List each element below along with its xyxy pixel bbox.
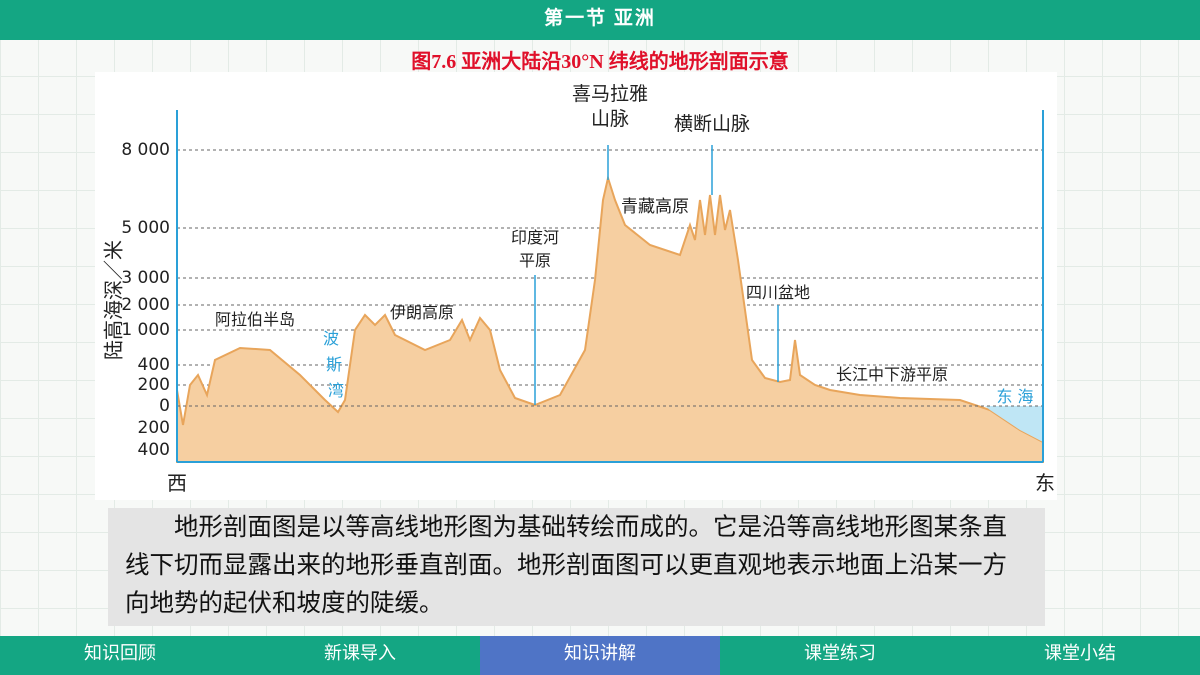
label: 斯 [326, 355, 342, 374]
y-tick-label: 0 [159, 396, 170, 416]
y-axis-label: 陆高海深／米 [102, 240, 126, 360]
y-tick-label: 3 000 [121, 268, 170, 288]
y-tick-label: 400 [138, 355, 170, 375]
leader-lines [534, 145, 779, 405]
label: 湾 [328, 381, 344, 400]
nav-tab[interactable]: 课堂小结 [960, 636, 1200, 675]
label: 山脉 [591, 108, 629, 130]
nav-tab[interactable]: 课堂练习 [720, 636, 960, 675]
y-tick-label: 5 000 [121, 218, 170, 238]
terrain [176, 174, 1044, 463]
figure-title: 图7.6 亚洲大陆沿30°N 纬线的地形剖面示意 [411, 51, 789, 73]
label: 阿拉伯半岛 [215, 310, 295, 329]
label: 印度河 [511, 228, 559, 247]
label: 长江中下游平原 [836, 365, 948, 384]
label: 伊朗高原 [390, 303, 454, 322]
y-tick-label: 200 [138, 418, 170, 438]
label: 东 海 [996, 387, 1033, 406]
nav-bar: 知识回顾 新课导入 知识讲解 课堂练习 课堂小结 [0, 636, 1200, 675]
header-title: 第一节 亚洲 [0, 0, 1200, 40]
west-label: 西 [167, 471, 187, 495]
label: 青藏高原 [621, 197, 689, 217]
sea [985, 406, 1043, 442]
y-tick-label: 400 [138, 440, 170, 460]
east-label: 东 [1035, 471, 1055, 495]
y-tick-label: 200 [138, 375, 170, 395]
nav-tab[interactable]: 新课导入 [240, 636, 480, 675]
nav-tab[interactable]: 知识讲解 [480, 636, 720, 675]
nav-tab[interactable]: 知识回顾 [0, 636, 240, 675]
paragraph: 地形剖面图是以等高线地形图为基础转绘而成的。它是沿等高线地形图某条直线下切而显露… [108, 508, 1045, 626]
y-tick-label: 1 000 [121, 320, 170, 340]
label: 喜马拉雅 [572, 83, 648, 105]
y-tick-label: 2 000 [121, 295, 170, 315]
label: 平原 [519, 251, 551, 270]
label: 四川盆地 [746, 283, 810, 302]
label: 波 [323, 329, 339, 348]
y-tick-label: 8 000 [121, 140, 170, 160]
label: 横断山脉 [674, 113, 750, 135]
